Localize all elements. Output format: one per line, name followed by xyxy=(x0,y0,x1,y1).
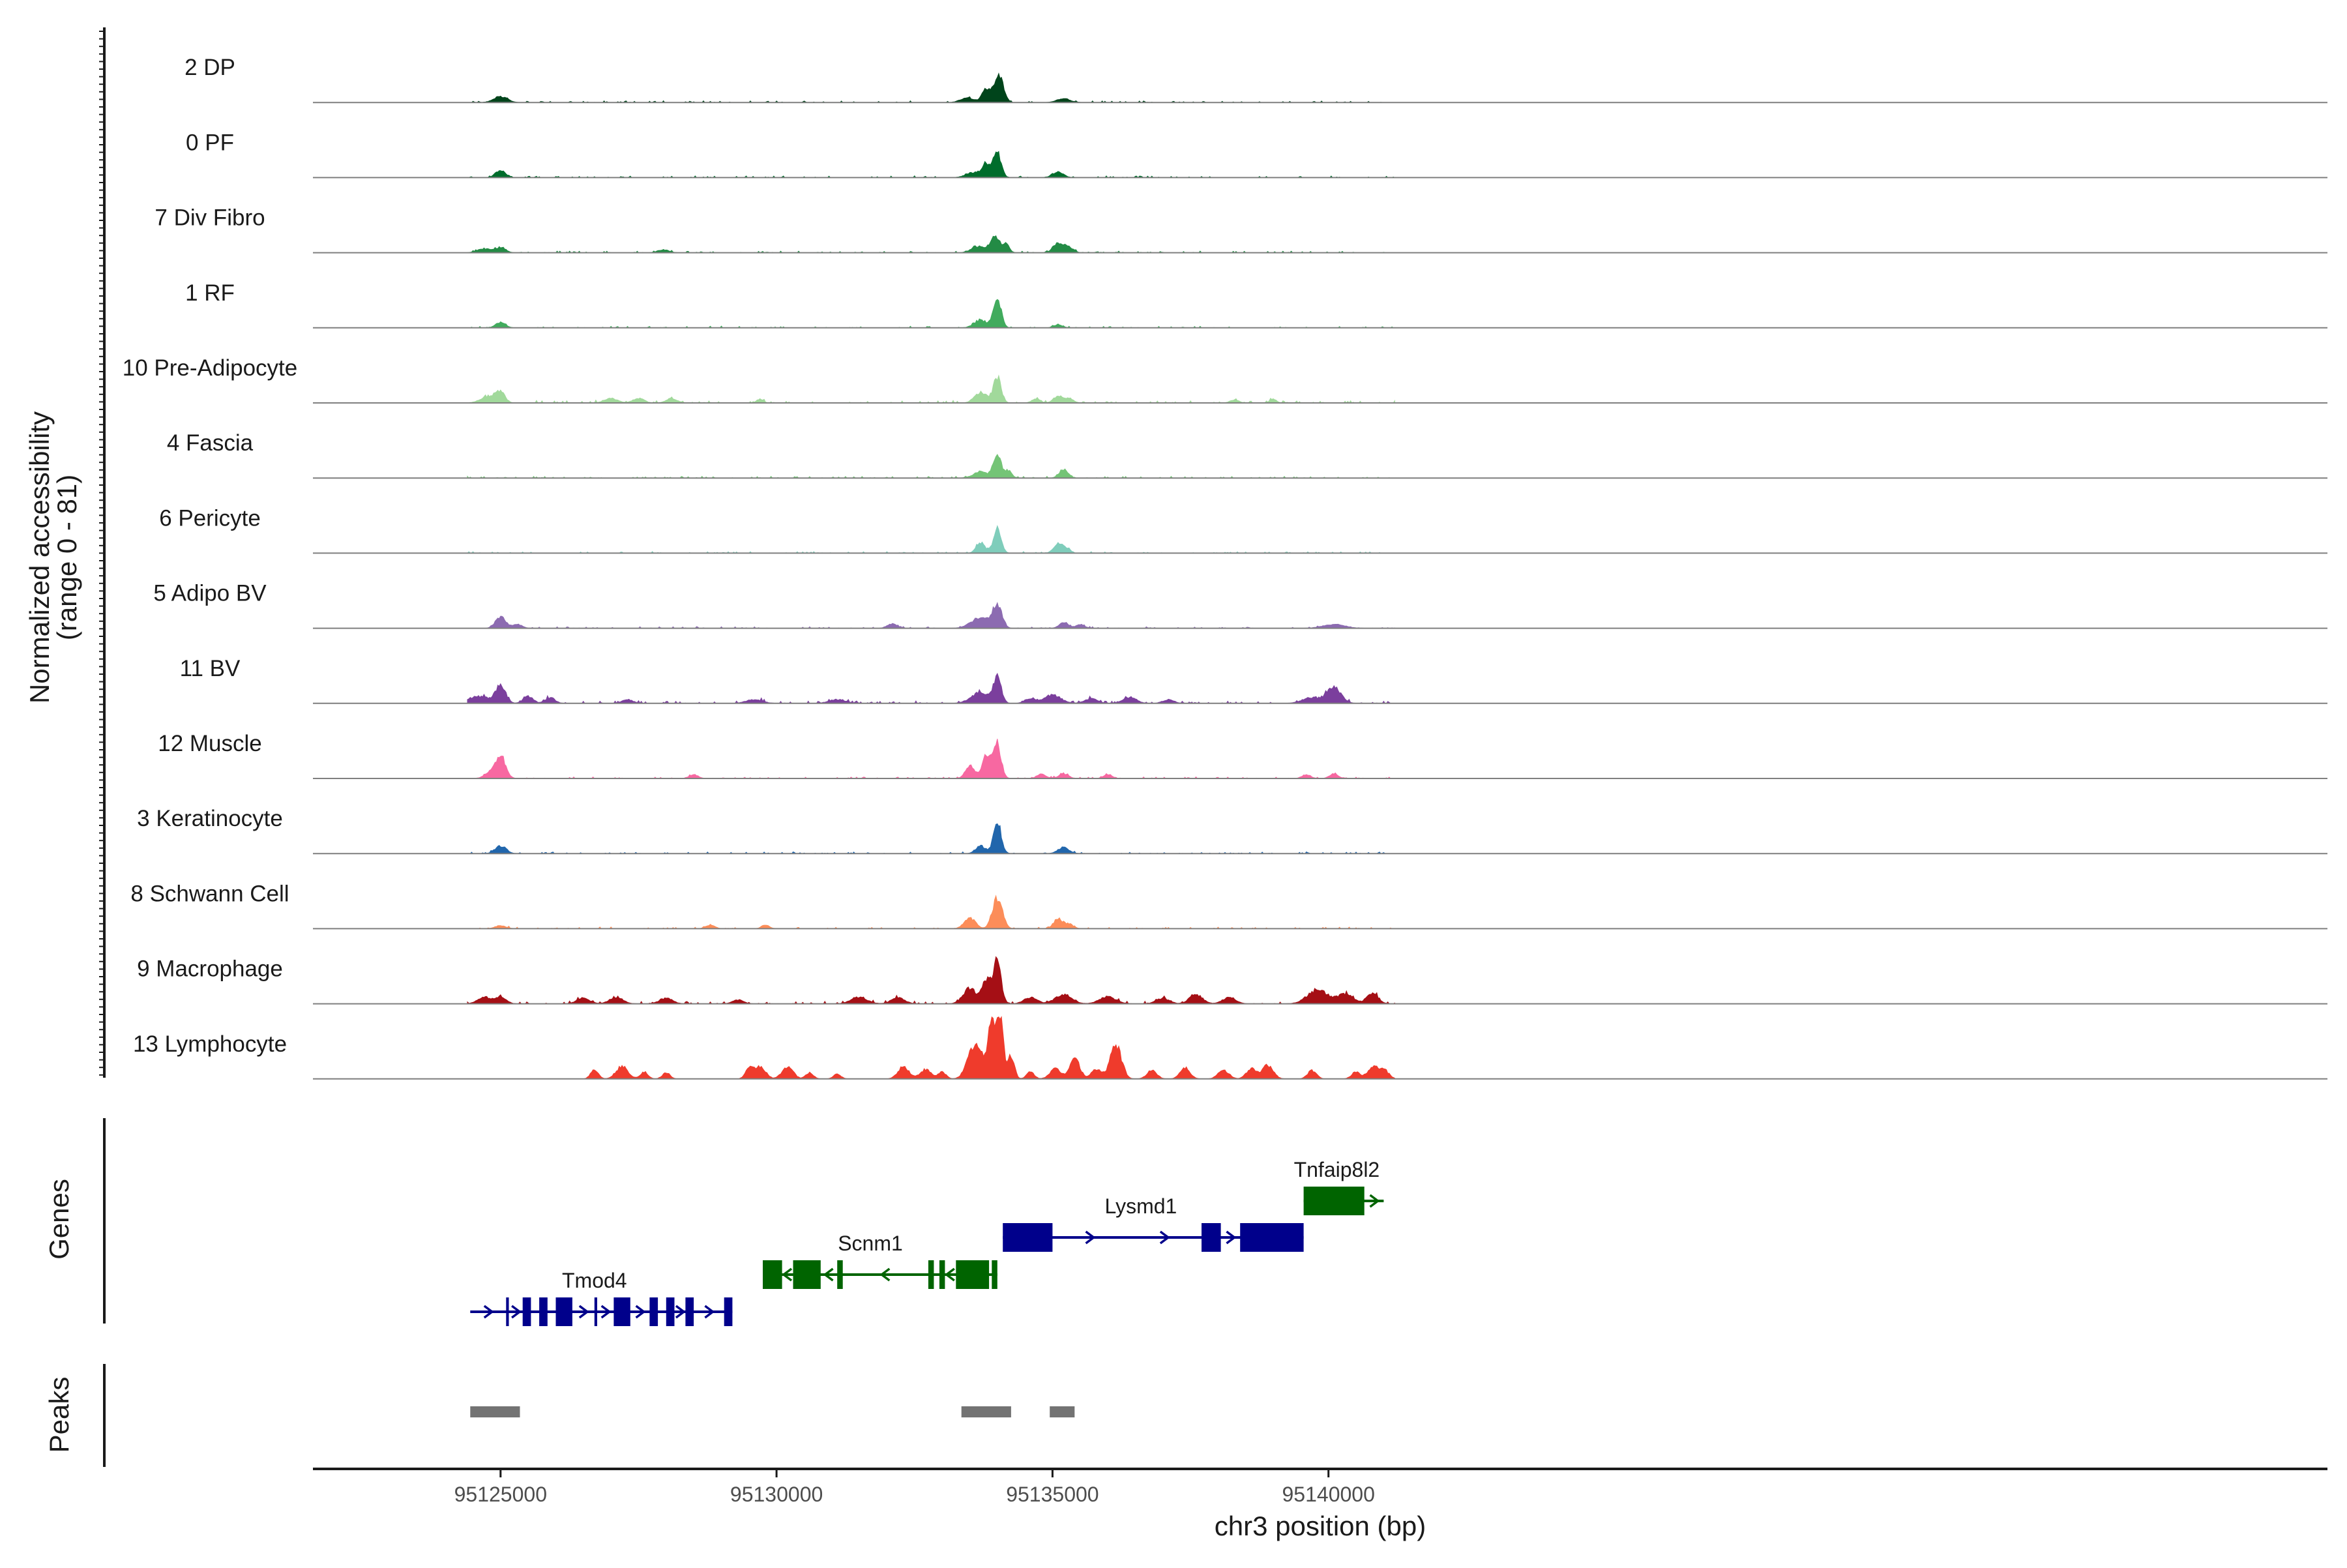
track-label: 10 Pre-Adipocyte xyxy=(123,355,297,381)
gene-exon xyxy=(685,1297,694,1326)
strand-arrow xyxy=(944,1267,955,1282)
x-axis-ticks: 95125000 95130000 95135000 95140000 xyxy=(454,1469,1375,1506)
peaks-axis-title: Peaks xyxy=(44,1377,74,1453)
track-label: 7 Div Fibro xyxy=(155,205,265,231)
gene-exon xyxy=(763,1260,782,1289)
gene-lysmd1: Lysmd1 xyxy=(1003,1194,1304,1252)
gene-exon xyxy=(539,1297,548,1326)
gene-exon xyxy=(1003,1223,1053,1252)
strand-arrow xyxy=(600,1305,612,1319)
gene-exon xyxy=(939,1260,945,1289)
track-7-div-fibro: 7 Div Fibro xyxy=(155,205,2327,254)
track-label: 3 Keratinocyte xyxy=(137,806,283,831)
gene-exon xyxy=(666,1297,675,1326)
track-6-pericyte: 6 Pericyte xyxy=(159,505,2327,554)
gene-exon xyxy=(555,1297,572,1326)
strand-arrow xyxy=(578,1305,589,1319)
strand-arrow xyxy=(823,1267,834,1282)
strand-arrow xyxy=(483,1305,494,1319)
x-axis-title: chr3 position (bp) xyxy=(1215,1511,1426,1541)
peak-region xyxy=(470,1406,520,1417)
track-label: 9 Macrophage xyxy=(137,956,283,982)
gene-exon xyxy=(1240,1223,1304,1252)
gene-exon xyxy=(594,1297,597,1326)
coverage-axis-title: Normalized accessibility xyxy=(24,411,55,703)
coverage-y-ticks xyxy=(99,31,104,1076)
coverage-area xyxy=(467,956,1395,1005)
track-11-bv: 11 BV xyxy=(180,656,2327,704)
track-label: 5 Adipo BV xyxy=(153,581,267,606)
peak-region xyxy=(1050,1406,1075,1417)
gene-exon xyxy=(1303,1187,1365,1215)
peak-track xyxy=(470,1406,1075,1417)
gene-exon xyxy=(1202,1223,1221,1252)
strand-arrow xyxy=(1226,1230,1237,1245)
gene-exon xyxy=(793,1260,821,1289)
gene-annotation-track: Tmod4 Scnm1 Lysmd1 Tnfaip8l2 xyxy=(470,1158,1384,1326)
track-label: 0 PF xyxy=(186,130,234,155)
track-1-rf: 1 RF xyxy=(185,280,2327,329)
strand-arrow xyxy=(1159,1230,1170,1245)
track-label: 13 Lymphocyte xyxy=(133,1031,287,1057)
strand-arrow xyxy=(782,1267,793,1282)
strand-arrow xyxy=(1369,1194,1380,1208)
track-label: 4 Fascia xyxy=(167,430,254,456)
gene-label: Tmod4 xyxy=(562,1269,627,1292)
gene-exon xyxy=(837,1260,843,1289)
strand-arrow xyxy=(704,1305,715,1319)
x-tick-label: 95140000 xyxy=(1282,1483,1375,1506)
genes-axis-title: Genes xyxy=(44,1179,74,1260)
gene-exon xyxy=(649,1297,658,1326)
track-5-adipo-bv: 5 Adipo BV xyxy=(153,581,2327,629)
track-9-macrophage: 9 Macrophage xyxy=(137,956,2327,1005)
track-10-pre-adipocyte: 10 Pre-Adipocyte xyxy=(123,355,2327,404)
coverage-area xyxy=(467,1016,1395,1080)
peak-region xyxy=(961,1406,1011,1417)
track-label: 2 DP xyxy=(185,55,235,80)
track-label: 11 BV xyxy=(180,656,241,681)
strand-arrow xyxy=(635,1305,646,1319)
track-2-dp: 2 DP xyxy=(185,55,2327,104)
gene-scnm1: Scnm1 xyxy=(763,1232,997,1289)
track-8-schwann-cell: 8 Schwann Cell xyxy=(130,881,2327,930)
track-label: 12 Muscle xyxy=(158,731,262,756)
gene-label: Scnm1 xyxy=(838,1232,903,1255)
track-label: 1 RF xyxy=(185,280,235,306)
coverage-axis-subtitle: (range 0 - 81) xyxy=(52,475,82,640)
gene-tnfaip8l2: Tnfaip8l2 xyxy=(1294,1158,1384,1215)
strand-arrow xyxy=(511,1305,522,1319)
strand-arrow xyxy=(1085,1230,1096,1245)
track-0-pf: 0 PF xyxy=(186,130,2327,179)
gene-exon xyxy=(724,1297,733,1326)
track-label: 6 Pericyte xyxy=(159,505,261,531)
track-12-muscle: 12 Muscle xyxy=(158,731,2327,779)
gene-exon xyxy=(928,1260,934,1289)
strand-arrow xyxy=(675,1305,686,1319)
gene-exon xyxy=(522,1297,531,1326)
track-13-lymphocyte: 13 Lymphocyte xyxy=(133,1016,2327,1080)
gene-label: Lysmd1 xyxy=(1104,1194,1177,1218)
gene-tmod4: Tmod4 xyxy=(470,1269,733,1326)
x-tick-label: 95135000 xyxy=(1006,1483,1099,1506)
x-tick-label: 95130000 xyxy=(730,1483,823,1506)
track-4-fascia: 4 Fascia xyxy=(167,430,2327,479)
x-tick-label: 95125000 xyxy=(454,1483,547,1506)
strand-arrow xyxy=(879,1267,891,1282)
gene-exon xyxy=(613,1297,630,1326)
gene-label: Tnfaip8l2 xyxy=(1294,1158,1380,1181)
track-label: 8 Schwann Cell xyxy=(130,881,289,906)
gene-exon xyxy=(992,1260,997,1289)
coverage-tracks: 2 DP 0 PF 7 Div Fibro 1 RF 10 Pre-Adipocyte 4… xyxy=(123,55,2327,1080)
track-3-keratinocyte: 3 Keratinocyte xyxy=(137,806,2327,855)
gene-exon xyxy=(506,1297,509,1326)
gene-exon xyxy=(956,1260,990,1289)
